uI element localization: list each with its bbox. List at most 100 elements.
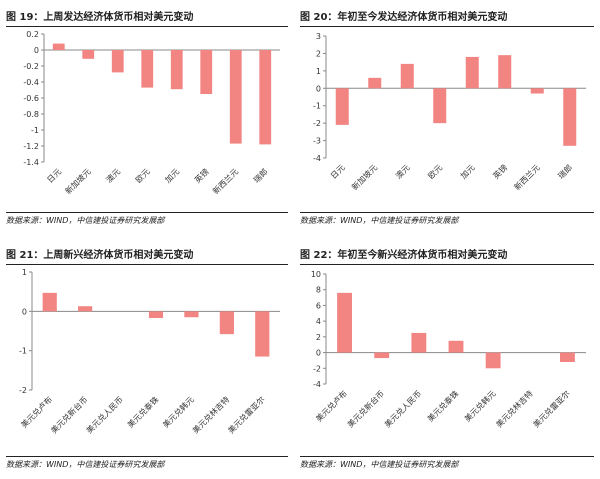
y-tick-label: -3 <box>313 137 321 146</box>
bar <box>219 311 234 335</box>
bar <box>200 50 213 94</box>
chart-svg-2: 3 2 1 0 -1 -2 -3 -4 日元 新加坡元 澳元 欧元 加元 英镑 新西兰元 瑞郎 <box>313 32 586 192</box>
source-rule-2 <box>300 212 594 213</box>
y-tick-label: -0.2 <box>23 62 39 71</box>
y-tick-label: -2 <box>313 364 321 373</box>
bar <box>42 292 57 312</box>
x-category-label: 美元兑韩元 <box>462 388 497 423</box>
title-rule-2 <box>300 26 594 27</box>
y-tick-label: 4 <box>316 317 321 326</box>
bar <box>560 352 575 362</box>
x-category-label: 美元兑新台币 <box>49 394 90 435</box>
bar <box>335 88 349 125</box>
x-category-label: 美元兑新台币 <box>345 388 386 429</box>
bar <box>255 311 270 357</box>
chart-title-2: 图 20：年初至今发达经济体货币相对美元变动 <box>300 12 508 23</box>
y-tick-label: -0.6 <box>23 94 39 103</box>
chart-title-3: 图 21：上周新兴经济体货币相对美元变动 <box>6 250 194 261</box>
y-tick-label: -1 <box>31 126 39 135</box>
y-tick-label: 6 <box>316 301 321 310</box>
x-category-label: 欧元 <box>426 162 444 180</box>
chart-panel-1: 图 19：上周发达经济体货币相对美元变动 0.2 0 -0.2 -0.4 -0.6 -0.… <box>6 8 288 228</box>
x-category-label: 加元 <box>163 166 181 184</box>
title-rule-1 <box>6 26 288 27</box>
x-category-label: 美元兑泰铢 <box>125 394 160 429</box>
x-category-label: 新西兰元 <box>512 162 542 192</box>
x-category-label: 美元兑卢布 <box>19 394 54 429</box>
x-category-label: 日元 <box>45 167 63 185</box>
y-tick-label: -1 <box>313 102 321 111</box>
x-category-label: 欧元 <box>133 166 151 184</box>
bar <box>78 306 93 312</box>
x-category-label: 美元兑泰铢 <box>425 388 460 423</box>
y-tick-label: -0.8 <box>23 110 39 119</box>
x-category-label: 澳元 <box>393 162 411 180</box>
x-category-label: 美元兑卢布 <box>314 388 349 423</box>
x-category-label: 美元兑韩元 <box>160 394 195 429</box>
x-category-label: 美元兑人民币 <box>84 394 125 435</box>
source-rule-1 <box>6 212 288 213</box>
x-category-label: 加元 <box>458 162 476 180</box>
chart-panel-3: 图 21：上周新兴经济体货币相对美元变动 1 0 -1 -2 美元兑卢布 美元兑新台币 美元… <box>6 246 288 472</box>
bar <box>82 50 95 59</box>
chart-panel-4: 图 22：年初至今新兴经济体货币相对美元变动 10 8 6 4 2 0 -2 -4 美元兑卢布美… <box>300 246 594 472</box>
x-category-label: 新加坡元 <box>349 162 379 192</box>
bar <box>184 311 199 318</box>
x-category-label: 美元兑雷亚尔 <box>226 394 267 435</box>
y-tick-label: -2 <box>313 119 321 128</box>
x-category-label: 瑞郎 <box>251 166 269 184</box>
bar <box>229 50 242 144</box>
chart-source-4: 数据来源：WIND，中信建投证券研究发展部 <box>300 460 459 469</box>
y-tick-label: 3 <box>316 32 321 41</box>
x-category-label: 瑞郎 <box>556 162 574 180</box>
bar <box>259 50 272 145</box>
x-category-label: 美元兑林吉特 <box>190 394 231 435</box>
y-tick-label: 0 <box>316 84 321 93</box>
chart-title-1: 图 19：上周发达经济体货币相对美元变动 <box>6 12 194 23</box>
title-rule-4 <box>300 264 594 265</box>
x-category-label: 英镑 <box>491 162 509 180</box>
y-tick-label: -2 <box>19 386 27 395</box>
y-tick-label: -1.4 <box>23 158 39 167</box>
chart-svg-1: 0.2 0 -0.2 -0.4 -0.6 -0.8 -1 -1.2 -1.4 日元 新加坡元 澳元 欧元… <box>23 30 280 196</box>
bar <box>448 340 464 353</box>
bar <box>498 55 512 89</box>
chart-source-3: 数据来源：WIND，中信建投证券研究发展部 <box>6 460 165 469</box>
x-category-label: 日元 <box>329 163 347 181</box>
y-tick-label: 2 <box>316 49 321 58</box>
bar <box>411 332 427 353</box>
bar <box>530 88 544 94</box>
bar <box>433 88 447 124</box>
x-category-label: 美元兑人民币 <box>382 388 423 429</box>
bar <box>374 352 390 359</box>
x-category-label: 美元兑林吉特 <box>494 388 535 429</box>
x-category-label: 美元兑雷亚尔 <box>531 388 572 429</box>
bar <box>465 56 479 89</box>
chart-panel-2: 图 20：年初至今发达经济体货币相对美元变动 3 2 1 0 -1 -2 -3 -4 日元 新加坡… <box>300 8 594 228</box>
bar <box>485 352 501 369</box>
chart-source-2: 数据来源：WIND，中信建投证券研究发展部 <box>300 216 459 225</box>
y-tick-label: 1 <box>316 67 321 76</box>
bar <box>170 50 183 90</box>
x-category-label: 新加坡元 <box>63 166 93 196</box>
source-rule-4 <box>300 456 594 457</box>
y-tick-label: -0.4 <box>23 78 39 87</box>
bar <box>563 88 577 146</box>
y-tick-label: 0 <box>22 307 27 316</box>
bar <box>337 292 352 353</box>
y-tick-label: -4 <box>313 154 321 163</box>
x-category-label: 澳元 <box>104 166 122 184</box>
bar <box>52 43 65 50</box>
bar <box>141 50 154 88</box>
y-tick-label: 1 <box>22 268 27 277</box>
y-tick-label: 0.2 <box>26 30 39 39</box>
chart-title-4: 图 22：年初至今新兴经济体货币相对美元变动 <box>300 250 508 261</box>
y-tick-label: -4 <box>313 380 321 389</box>
y-tick-label: 0 <box>34 46 39 55</box>
source-rule-3 <box>6 456 288 457</box>
bar <box>400 63 414 89</box>
bar <box>148 311 164 319</box>
x-category-label: 英镑 <box>192 166 210 184</box>
